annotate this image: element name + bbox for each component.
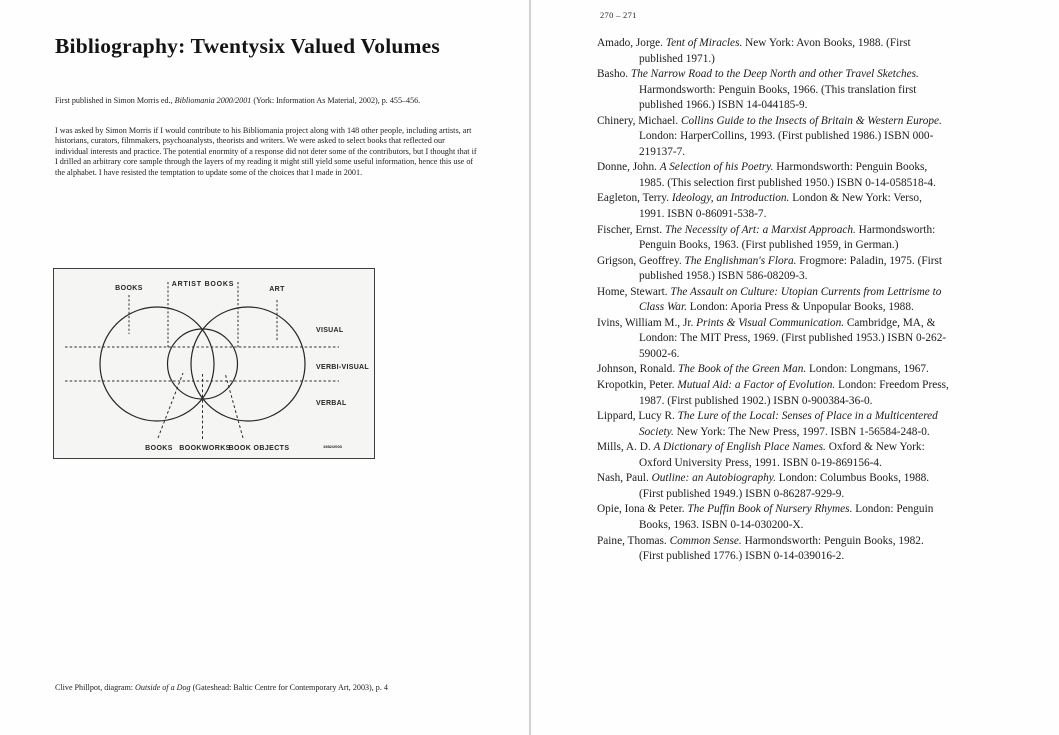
bibliography-entry: Opie, Iona & Peter. The Puffin Book of N…	[597, 503, 934, 531]
venn-circle-art	[190, 306, 306, 422]
bibliography-entry: Johnson, Ronald. The Book of the Green M…	[597, 363, 929, 376]
dashed-pointer-book-objects	[224, 372, 244, 439]
bibliography-entry: Mills, A. D. A Dictionary of English Pla…	[597, 441, 925, 469]
diagram-label-art: ART	[269, 286, 285, 293]
bibliography-list: Amado, Jorge. Tent of Miracles. New York…	[597, 36, 949, 565]
bibliography-entry: Amado, Jorge. Tent of Miracles. New York…	[597, 37, 911, 65]
venn-circle-artist-books	[166, 328, 239, 400]
bibliography-entry: Donne, John. A Selection of his Poetry. …	[597, 161, 936, 189]
intro-paragraph: I was asked by Simon Morris if I would c…	[55, 126, 477, 177]
page-gutter-divider	[529, 0, 531, 735]
bibliography-entry: Paine, Thomas. Common Sense. Harmondswor…	[597, 534, 924, 563]
diagram-label-books-top: BOOKS	[115, 285, 143, 292]
diagram-label-book-objects: BOOK OBJECTS	[229, 445, 290, 452]
diagram-label-bookworks: BOOKWORKS	[179, 445, 230, 452]
dashed-pointer-books-bottom	[157, 372, 184, 439]
bibliography-entry: Nash, Paul. Outline: an Autobiography. L…	[597, 472, 930, 500]
figure-caption: Clive Phillpot, diagram: Outside of a Do…	[55, 683, 388, 692]
bibliography-entry: Grigson, Geoffrey. The Englishman's Flor…	[597, 254, 943, 283]
bibliography-entry: Home, Stewart. The Assault on Culture: U…	[597, 285, 942, 314]
diagram-label-artist-books: ARTIST BOOKS	[172, 281, 235, 288]
diagram-label-books-bottom: BOOKS	[145, 445, 173, 452]
bibliography-entry: Eagleton, Terry. Ideology, an Introducti…	[597, 192, 922, 221]
diagram-label-visual: VISUAL	[316, 327, 344, 334]
page-title: Bibliography: Twentysix Valued Volumes	[55, 34, 440, 58]
page-number: 270 – 271	[600, 10, 637, 20]
publication-note: First published in Simon Morris ed., Bib…	[55, 96, 421, 105]
left-page: Bibliography: Twentysix Valued Volumes F…	[53, 34, 477, 692]
bibliography-entry: Lippard, Lucy R. The Lure of the Local: …	[597, 410, 938, 438]
bibliography-entry: Kropotkin, Peter. Mutual Aid: a Factor o…	[597, 379, 949, 407]
right-page: 270 – 271 Amado, Jorge. Tent of Miracles…	[531, 0, 1059, 735]
diagram-label-verbal: VERBAL	[316, 400, 347, 407]
diagram-label-verbi-visual: VERBI-VISUAL	[316, 364, 369, 371]
bibliography-entry: Ivins, William M., Jr. Prints & Visual C…	[597, 316, 947, 360]
venn-diagram-figure: BOOKS ARTIST BOOKS ART VISUAL VERBI-VISU…	[53, 268, 375, 459]
venn-circle-books	[99, 306, 215, 422]
bibliography-entry: Chinery, Michael. Collins Guide to the I…	[597, 114, 942, 158]
diagram-credit-mark: 1982/2003	[323, 444, 343, 449]
bibliography-entry: Basho. The Narrow Road to the Deep North…	[597, 68, 919, 112]
venn-diagram: BOOKS ARTIST BOOKS ART VISUAL VERBI-VISU…	[53, 268, 375, 459]
bibliography-entry: Fischer, Ernst. The Necessity of Art: a …	[597, 223, 936, 252]
